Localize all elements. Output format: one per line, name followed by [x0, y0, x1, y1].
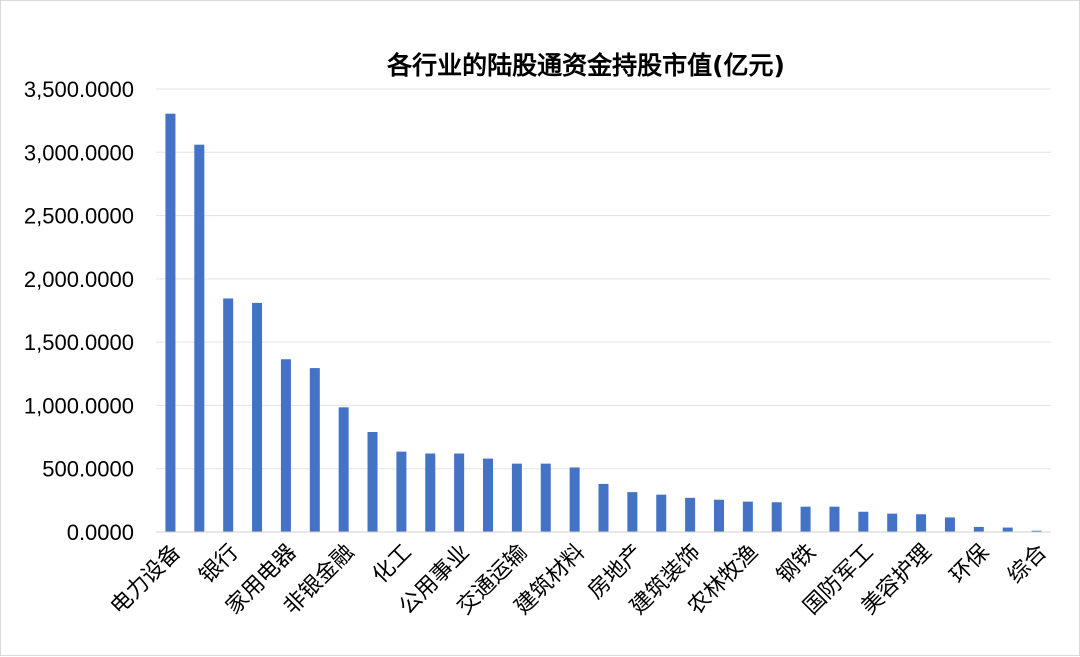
- bar: [252, 302, 263, 532]
- x-axis-tick-labels: 电力设备 银行家用电器非银金融 化工公用事业交通运输建筑材料房地产建筑装饰农林牧渔钢…: [106, 540, 1052, 620]
- bar: [483, 458, 494, 532]
- bars: [165, 113, 1042, 533]
- bar: [973, 526, 984, 532]
- y-tick-label: 1,000.0000: [24, 393, 134, 418]
- bar: [367, 432, 378, 532]
- bar: [280, 359, 291, 532]
- bar: [454, 453, 465, 532]
- y-tick-label: 3,000.0000: [24, 140, 134, 165]
- y-tick-label: 2,500.0000: [24, 204, 134, 229]
- x-tick-label: 钢铁: [772, 540, 821, 589]
- y-tick-label: 2,000.0000: [24, 267, 134, 292]
- x-tick-label: 电力设备: [106, 540, 186, 620]
- bar: [829, 506, 840, 532]
- bar: [713, 499, 724, 532]
- bar: [685, 497, 696, 532]
- bar: [338, 407, 349, 532]
- bar: [425, 453, 436, 532]
- bar: [598, 483, 609, 532]
- x-tick-label: 银行: [195, 540, 244, 589]
- bar: [396, 451, 407, 532]
- x-tick-label: 综合: [1003, 540, 1052, 589]
- y-tick-label: 3,500.0000: [24, 77, 134, 102]
- y-axis-tick-labels: 0.0000 500.0000 1,000.0000 1,500.0000 2,000.…: [24, 77, 134, 545]
- bar: [223, 298, 234, 532]
- bar: [1031, 530, 1042, 532]
- bar: [627, 492, 638, 532]
- bar: [800, 506, 811, 532]
- bar: [944, 517, 955, 532]
- bar: [569, 467, 580, 532]
- bar: [540, 463, 551, 532]
- bar: [887, 513, 898, 532]
- bar: [742, 501, 753, 532]
- bar: [1002, 527, 1013, 532]
- bar: [511, 463, 522, 532]
- x-tick-label: 化工: [368, 540, 417, 589]
- bar: [309, 368, 320, 532]
- chart-title: 各行业的陆股通资金持股市值(亿元): [386, 51, 785, 80]
- bar: [165, 113, 176, 532]
- y-tick-label: 1,500.0000: [24, 330, 134, 355]
- x-tick-label: 环保: [946, 540, 995, 589]
- bar: [194, 144, 205, 533]
- bar: [858, 511, 869, 532]
- bar: [771, 502, 782, 532]
- bar: [916, 514, 927, 532]
- bar: [656, 494, 667, 532]
- gridlines: [156, 88, 1051, 470]
- y-tick-label: 0.0000: [67, 520, 134, 545]
- y-tick-label: 500.0000: [42, 457, 134, 482]
